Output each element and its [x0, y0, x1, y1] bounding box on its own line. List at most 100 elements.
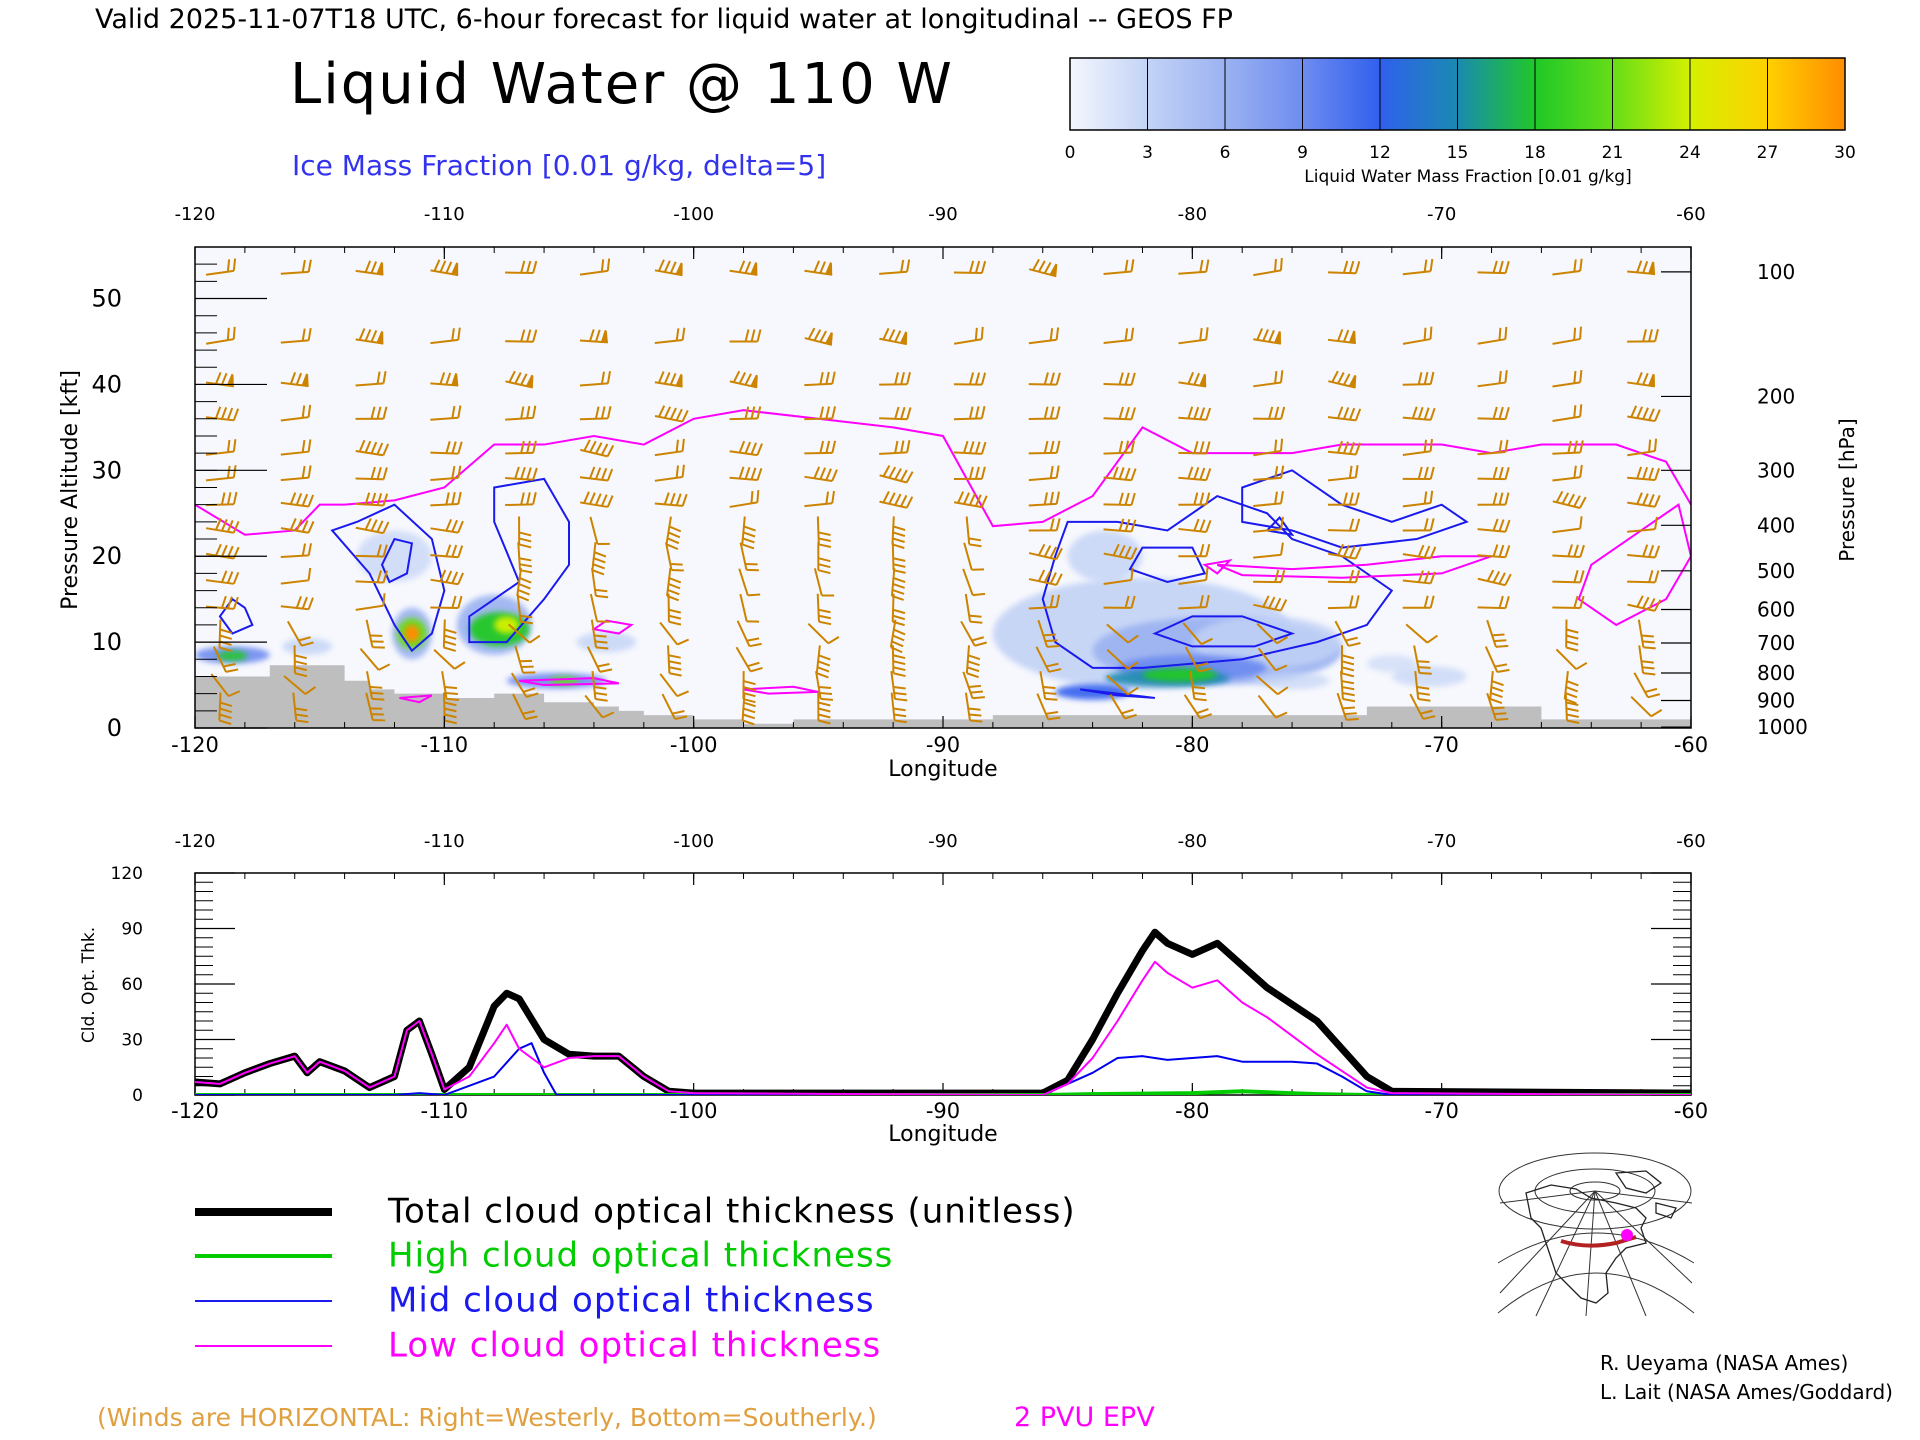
y-tick-label: 30: [91, 456, 122, 484]
wind-barb: [1028, 406, 1061, 421]
wind-barb: [586, 646, 613, 673]
wind-barb: [1630, 695, 1663, 718]
wind-barb: [579, 406, 612, 421]
wind-barb: [729, 406, 762, 421]
wind-barb: [1477, 466, 1510, 481]
wind-barb: [1327, 595, 1360, 610]
x-tick-label-top: -120: [175, 204, 216, 225]
track-endpoint-marker: [1621, 1229, 1633, 1241]
wind-barb: [1552, 326, 1582, 345]
wind-barb: [505, 440, 537, 455]
ice-contour: [218, 597, 254, 635]
wind-barb: [1036, 693, 1061, 721]
wind-barb: [1178, 259, 1210, 275]
wind-barb: [965, 645, 981, 679]
colorbar-label: Liquid Water Mass Fraction [0.01 g/kg]: [1304, 167, 1631, 187]
wind-barb: [579, 491, 614, 508]
wind-barb: [965, 516, 982, 548]
y-tick-label: 20: [91, 542, 122, 570]
x-tick-label-top: -60: [1676, 831, 1705, 852]
wind-barb: [1255, 675, 1289, 696]
pressure-tick-label: 600: [1757, 597, 1795, 621]
wind-barb: [879, 327, 908, 346]
wind-barb: [355, 406, 388, 420]
wind-barb: [729, 260, 758, 276]
wind-barb: [1037, 619, 1060, 648]
winds-note: (Winds are HORIZONTAL: Right=Westerly, B…: [97, 1403, 877, 1432]
wind-barb: [1253, 257, 1283, 277]
wind-barb: [1486, 619, 1509, 648]
mid-series-line: [195, 1042, 1691, 1095]
optical-thickness-xlabel: Longitude: [888, 1122, 997, 1147]
wind-barb: [505, 329, 538, 343]
wind-barb: [1253, 490, 1284, 507]
wind-barb: [1552, 544, 1585, 558]
wind-barb: [1565, 619, 1579, 652]
wind-barb: [510, 672, 539, 698]
wind-barb: [1106, 674, 1139, 696]
wind-barb: [355, 371, 387, 387]
wind-barb: [505, 405, 537, 421]
wind-barb: [1627, 405, 1661, 423]
wind-barb: [1028, 594, 1061, 610]
wind-barb: [879, 465, 914, 484]
legend-label-mid: Mid cloud optical thickness: [388, 1281, 875, 1321]
legend-label-high: High cloud optical thickness: [388, 1236, 893, 1276]
wind-barb: [430, 491, 462, 507]
pressure-tick-label: 700: [1757, 631, 1795, 655]
wind-barb: [1327, 492, 1360, 506]
wind-barb: [516, 593, 534, 625]
wind-barb: [804, 490, 835, 508]
wind-barb: [1402, 490, 1434, 508]
x-tick-label: -90: [926, 1099, 960, 1123]
wind-barb: [1477, 595, 1510, 610]
wind-barb: [1477, 492, 1510, 506]
wind-barb: [1552, 570, 1585, 584]
wind-barb: [1178, 492, 1211, 506]
pressure-tick-label: 300: [1757, 458, 1795, 482]
wind-barb: [210, 673, 241, 698]
colorbar-tick-label: 27: [1757, 143, 1779, 163]
wind-barb: [1106, 649, 1139, 670]
wind-barb: [1405, 623, 1439, 644]
wind-barb: [953, 372, 987, 386]
wind-barb: [1189, 671, 1207, 702]
wind-barb: [1028, 465, 1060, 482]
x-tick-label-top: -80: [1178, 204, 1207, 225]
y-tick-label: 0: [132, 1086, 143, 1106]
wind-barb: [729, 370, 758, 389]
wind-barb: [667, 593, 682, 626]
y-tick-label: 30: [121, 1031, 143, 1051]
wind-barb: [1414, 671, 1431, 702]
y-tick-label: 60: [121, 975, 143, 995]
wind-barb: [1484, 646, 1510, 674]
wind-barb: [1627, 438, 1658, 457]
x-tick-label: -80: [1175, 733, 1209, 757]
wind-barb: [1256, 623, 1289, 645]
wind-barb: [807, 622, 840, 645]
wind-barb: [1402, 544, 1437, 560]
wind-barb: [962, 568, 986, 597]
wind-barb: [665, 542, 684, 572]
x-tick-label-top: -110: [424, 204, 465, 225]
ice-contour: [468, 477, 570, 644]
wind-barb: [1253, 569, 1286, 584]
wind-barb: [205, 518, 240, 534]
wind-barb: [355, 492, 389, 507]
liquid-water-patch: [217, 650, 248, 662]
wind-barb: [1253, 370, 1284, 388]
wind-barb: [355, 593, 386, 611]
colorbar-tick-label: 12: [1369, 143, 1391, 163]
liquid-water-patch: [1366, 654, 1417, 673]
wind-barb: [1402, 258, 1434, 276]
wind-barb: [355, 544, 388, 558]
wind-barb: [1489, 671, 1504, 705]
wind-barb: [879, 406, 912, 421]
wind-barb: [815, 645, 831, 679]
wind-barb: [205, 465, 237, 482]
wind-barb: [579, 466, 614, 482]
wind-barb: [1327, 465, 1359, 482]
wind-barb: [1552, 369, 1583, 388]
epv-contour: [518, 677, 620, 687]
